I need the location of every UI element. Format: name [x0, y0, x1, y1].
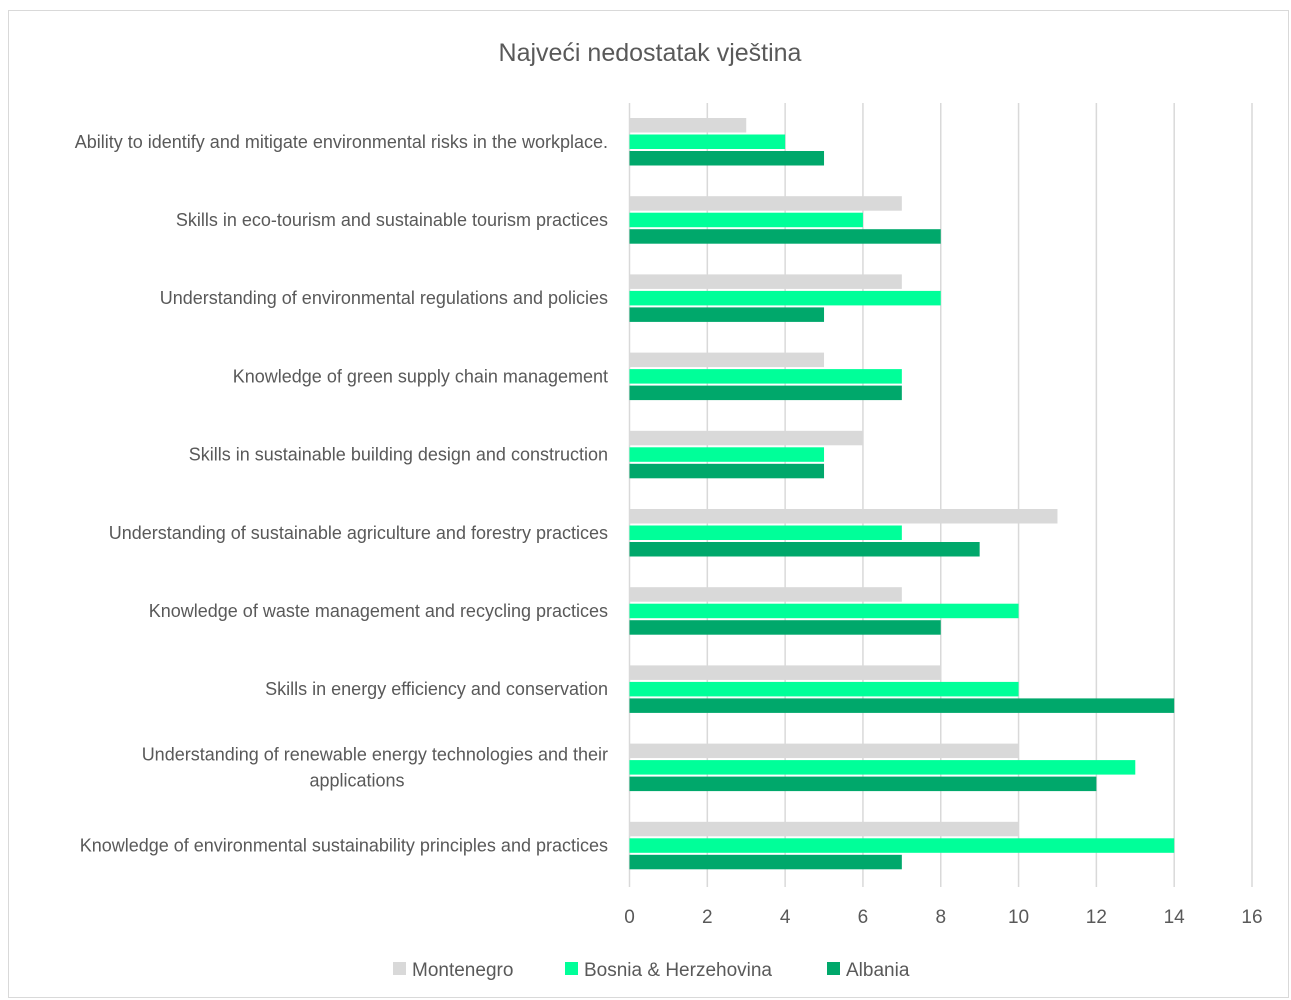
x-tick-label: 0 — [624, 907, 635, 928]
legend-swatch — [565, 962, 578, 975]
bar — [629, 274, 902, 289]
category-labels: Ability to identify and mitigate environ… — [75, 132, 608, 856]
x-tick-label: 10 — [1008, 907, 1029, 928]
legend-swatch — [393, 962, 406, 975]
legend-label: Bosnia & Herzehovina — [584, 960, 772, 981]
category-label: Skills in eco-tourism and sustainable to… — [176, 210, 608, 230]
bar — [629, 620, 941, 635]
bar — [629, 665, 941, 680]
bar — [629, 196, 902, 211]
category-label: applications — [309, 770, 404, 790]
bar — [629, 743, 1019, 759]
x-tick-label: 6 — [858, 907, 869, 928]
bars — [629, 118, 1175, 870]
bar — [629, 603, 1019, 619]
category-label: Knowledge of environmental sustainabilit… — [80, 836, 608, 856]
category-label: Skills in sustainable building design an… — [189, 445, 608, 465]
chart-title: Najveći nedostatak vještina — [499, 39, 802, 67]
bar — [629, 307, 825, 322]
legend-swatch — [827, 962, 840, 975]
x-tick-label: 8 — [935, 907, 946, 928]
category-label: Understanding of environmental regulatio… — [160, 288, 608, 308]
bar — [629, 447, 825, 462]
bar — [629, 698, 1175, 713]
bar — [629, 352, 825, 368]
legend-label: Montenegro — [412, 960, 513, 981]
bar — [629, 681, 1019, 697]
bar — [629, 385, 902, 401]
bar — [629, 290, 941, 306]
bar — [629, 542, 980, 557]
bar — [629, 212, 863, 228]
category-label: Skills in energy efficiency and conserva… — [265, 679, 608, 699]
bar — [629, 369, 902, 384]
bar — [629, 854, 902, 870]
bar — [629, 134, 786, 149]
bar — [629, 430, 863, 446]
bar — [629, 151, 825, 166]
bar — [629, 229, 941, 244]
bar — [629, 118, 747, 133]
bar — [629, 776, 1097, 792]
category-label: Knowledge of waste management and recycl… — [149, 601, 608, 621]
category-label: Understanding of sustainable agriculture… — [109, 523, 608, 543]
bar — [629, 760, 1136, 775]
bar — [629, 587, 902, 602]
bar — [629, 463, 825, 479]
category-label: Ability to identify and mitigate environ… — [75, 132, 608, 152]
legend-label: Albania — [846, 960, 910, 981]
bar — [629, 525, 902, 540]
x-axis-ticks: 0 2 4 6 8 10 12 14 16 — [624, 907, 1262, 928]
legend: Montenegro Bosnia & Herzehovina Albania — [393, 960, 910, 981]
category-label: Understanding of renewable energy techno… — [142, 744, 608, 764]
bar — [629, 838, 1175, 853]
x-tick-label: 14 — [1164, 907, 1186, 928]
category-label: Knowledge of green supply chain manageme… — [233, 366, 608, 386]
x-tick-label: 2 — [702, 907, 713, 928]
x-tick-label: 12 — [1086, 907, 1107, 928]
bar — [629, 821, 1019, 837]
x-tick-label: 16 — [1241, 907, 1262, 928]
x-tick-label: 4 — [780, 907, 791, 928]
bar — [629, 509, 1058, 524]
